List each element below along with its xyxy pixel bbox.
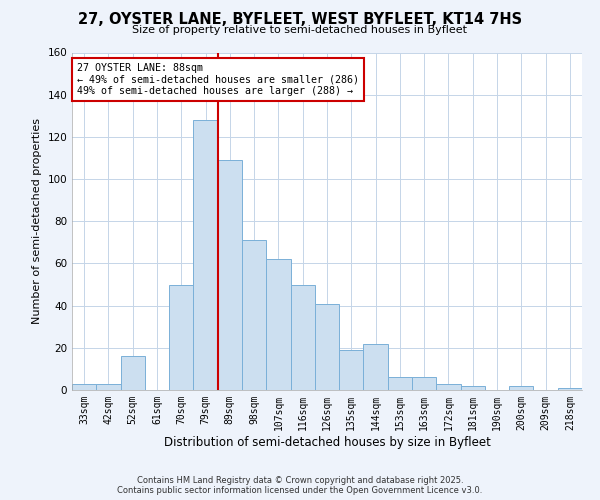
Bar xyxy=(242,240,266,390)
Bar xyxy=(169,284,193,390)
Bar xyxy=(193,120,218,390)
Bar xyxy=(412,378,436,390)
Text: 27 OYSTER LANE: 88sqm
← 49% of semi-detached houses are smaller (286)
49% of sem: 27 OYSTER LANE: 88sqm ← 49% of semi-deta… xyxy=(77,62,359,96)
Bar xyxy=(388,378,412,390)
Bar xyxy=(364,344,388,390)
Bar xyxy=(509,386,533,390)
Bar xyxy=(558,388,582,390)
Y-axis label: Number of semi-detached properties: Number of semi-detached properties xyxy=(32,118,42,324)
Bar xyxy=(72,384,96,390)
Text: 27, OYSTER LANE, BYFLEET, WEST BYFLEET, KT14 7HS: 27, OYSTER LANE, BYFLEET, WEST BYFLEET, … xyxy=(78,12,522,28)
Bar xyxy=(339,350,364,390)
Text: Size of property relative to semi-detached houses in Byfleet: Size of property relative to semi-detach… xyxy=(133,25,467,35)
Bar xyxy=(315,304,339,390)
Bar xyxy=(461,386,485,390)
Bar xyxy=(96,384,121,390)
Bar xyxy=(218,160,242,390)
Bar xyxy=(290,284,315,390)
Text: Contains HM Land Registry data © Crown copyright and database right 2025.
Contai: Contains HM Land Registry data © Crown c… xyxy=(118,476,482,495)
X-axis label: Distribution of semi-detached houses by size in Byfleet: Distribution of semi-detached houses by … xyxy=(164,436,490,448)
Bar xyxy=(436,384,461,390)
Bar xyxy=(266,259,290,390)
Bar xyxy=(121,356,145,390)
